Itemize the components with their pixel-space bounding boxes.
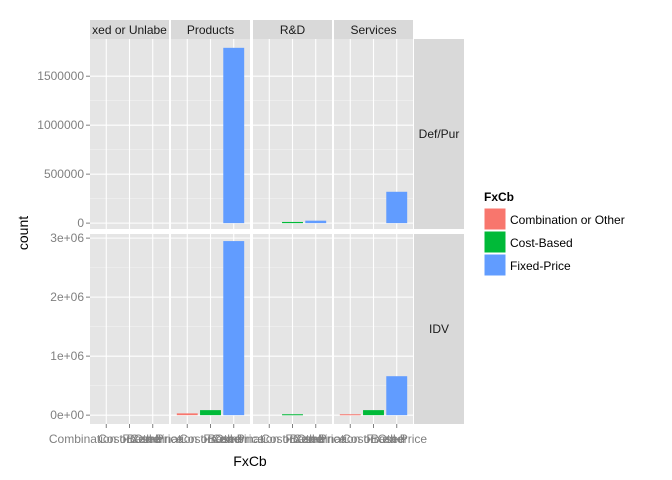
column-strip-bg bbox=[253, 20, 332, 39]
legend-title: FxCb bbox=[484, 190, 514, 204]
legend-label: Cost-Based bbox=[510, 236, 573, 250]
bar bbox=[223, 47, 245, 224]
facet-panel bbox=[334, 39, 413, 229]
y-tick-label: 1000000 bbox=[37, 118, 84, 132]
bar bbox=[305, 220, 327, 224]
legend-label: Combination or Other bbox=[510, 213, 625, 227]
bar bbox=[282, 414, 303, 416]
legend-item: Cost-Based bbox=[483, 230, 573, 254]
column-strip-bg bbox=[90, 20, 169, 39]
row-strip: Def/Pur bbox=[414, 39, 464, 229]
y-tick-label: 0 bbox=[77, 216, 84, 230]
y-tick-label: 3e+06 bbox=[50, 231, 84, 245]
bar bbox=[282, 221, 303, 224]
facet-panel bbox=[171, 39, 250, 229]
facet-panel bbox=[90, 39, 169, 229]
bar bbox=[223, 241, 245, 416]
legend-item: Fixed-Price bbox=[483, 253, 571, 277]
column-strip-label: Services bbox=[350, 23, 396, 37]
facet-strips: xed or Unlabe Products R&D Services Def/Pur I… bbox=[90, 20, 464, 424]
column-strip: Services bbox=[334, 20, 413, 39]
x-tick-label: Combination or Other bbox=[49, 432, 164, 446]
bar bbox=[339, 414, 361, 416]
legend-item: Combination or Other bbox=[483, 207, 625, 231]
x-tick-label: Cost-Based bbox=[342, 432, 405, 446]
row-strip-label: IDV bbox=[429, 322, 449, 336]
panels-layer bbox=[90, 39, 413, 424]
y-tick-label: 0e+00 bbox=[50, 408, 84, 422]
legend-label: Fixed-Price bbox=[510, 259, 571, 273]
x-tick-label: Cost-Based bbox=[179, 432, 242, 446]
bar bbox=[386, 376, 408, 416]
legend-key bbox=[483, 207, 507, 231]
facet-panel bbox=[334, 234, 413, 424]
column-strip-label: Products bbox=[187, 23, 234, 37]
column-strip-bg bbox=[334, 20, 413, 39]
column-strip-label: R&D bbox=[280, 23, 306, 37]
axes-layer: 0 500000 1000000 1500000 0e+00 1e+06 2e+06 3e+0… bbox=[37, 69, 427, 446]
y-tick-label: 2e+06 bbox=[50, 290, 84, 304]
x-axis-title: FxCb bbox=[233, 453, 267, 469]
facet-panel bbox=[253, 39, 332, 229]
x-tick-label: Combination or Other bbox=[212, 432, 327, 446]
y-tick-label: 1500000 bbox=[37, 69, 84, 83]
y-axis-title: count bbox=[15, 216, 31, 250]
x-tick-label: Fixed-Price bbox=[122, 432, 183, 446]
x-tick-label: Fixed-Price bbox=[203, 432, 264, 446]
bar bbox=[386, 191, 408, 224]
legend-key bbox=[483, 253, 507, 277]
legend-key bbox=[483, 230, 507, 254]
x-tick-label: Cost-Based bbox=[261, 432, 324, 446]
x-tick-label: Combination or Other bbox=[130, 432, 245, 446]
x-tick-label: Cost-Based bbox=[98, 432, 161, 446]
column-strip-label: xed or Unlabe bbox=[92, 23, 167, 37]
row-strip-bg bbox=[414, 234, 464, 424]
legend: FxCb Combination or Other Cost-Based Fixed… bbox=[483, 190, 625, 277]
bar bbox=[200, 410, 221, 416]
x-tick-label: Fixed-Price bbox=[366, 432, 427, 446]
x-tick-label: Fixed-Price bbox=[285, 432, 346, 446]
column-strip: R&D bbox=[253, 20, 332, 39]
column-strip-bg bbox=[171, 20, 250, 39]
row-strip: IDV bbox=[414, 234, 464, 424]
facet-panel bbox=[90, 234, 169, 424]
column-strip: Products bbox=[171, 20, 250, 39]
x-tick-label: Combination or Other bbox=[293, 432, 408, 446]
y-tick-label: 500000 bbox=[44, 167, 84, 181]
row-strip-label: Def/Pur bbox=[419, 127, 460, 141]
row-strip-bg bbox=[414, 39, 464, 229]
facet-panel bbox=[171, 234, 250, 424]
bar bbox=[363, 410, 384, 416]
column-strip: xed or Unlabe bbox=[90, 20, 169, 39]
bar bbox=[176, 413, 198, 416]
y-tick-label: 1e+06 bbox=[50, 349, 84, 363]
facet-panel bbox=[253, 234, 332, 424]
